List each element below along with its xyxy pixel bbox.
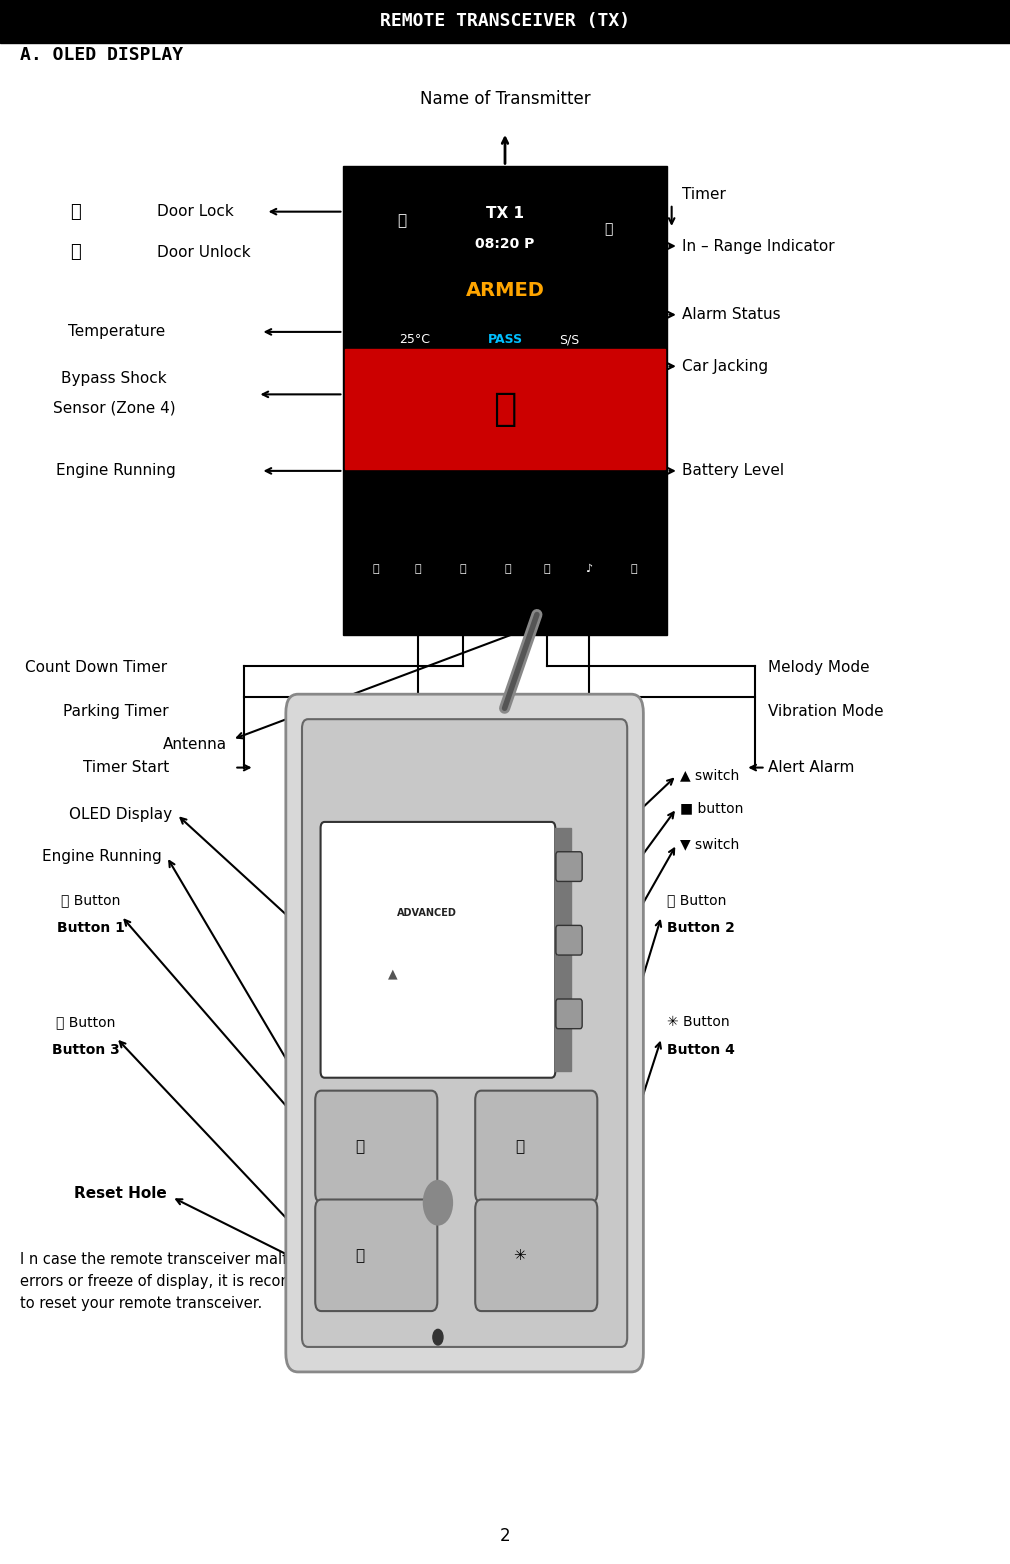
Bar <box>556 829 572 1071</box>
Text: 〰: 〰 <box>543 565 550 574</box>
FancyBboxPatch shape <box>556 926 582 956</box>
Text: 📡: 📡 <box>604 222 613 236</box>
FancyBboxPatch shape <box>286 694 643 1372</box>
Text: ARMED: ARMED <box>466 282 544 300</box>
FancyBboxPatch shape <box>315 1200 437 1311</box>
Text: Temperature: Temperature <box>68 324 165 339</box>
Text: 🔋: 🔋 <box>631 565 637 574</box>
Text: 08:20 P: 08:20 P <box>476 236 534 250</box>
Text: 🚗: 🚗 <box>493 389 517 429</box>
Circle shape <box>424 1181 452 1225</box>
Bar <box>343 166 667 635</box>
Text: ✳ Button: ✳ Button <box>667 1015 729 1029</box>
Text: Alarm Status: Alarm Status <box>682 307 781 322</box>
Text: 🔑 Button: 🔑 Button <box>57 1015 115 1029</box>
Text: Door Lock: Door Lock <box>157 205 233 219</box>
FancyBboxPatch shape <box>302 719 627 1347</box>
Text: ⏰: ⏰ <box>460 565 467 574</box>
Text: 🔑: 🔑 <box>356 1248 365 1262</box>
Text: 🚶: 🚶 <box>373 565 379 574</box>
FancyBboxPatch shape <box>320 823 556 1078</box>
Text: ▲ switch: ▲ switch <box>680 768 739 782</box>
Text: ⏱: ⏱ <box>414 565 421 574</box>
Text: OLED Display: OLED Display <box>69 807 172 823</box>
Text: Button 2: Button 2 <box>667 921 734 935</box>
Text: ▲: ▲ <box>388 968 397 981</box>
Text: 🔫: 🔫 <box>624 343 631 355</box>
Text: 🔒: 🔒 <box>515 1139 524 1154</box>
Text: 🔒 Button: 🔒 Button <box>667 893 726 907</box>
Text: REMOTE TRANSCEIVER (TX): REMOTE TRANSCEIVER (TX) <box>380 13 630 30</box>
Text: ADVANCED: ADVANCED <box>397 909 457 918</box>
Text: Vibration Mode: Vibration Mode <box>768 704 883 719</box>
FancyBboxPatch shape <box>315 1090 437 1203</box>
Text: Door Unlock: Door Unlock <box>157 244 250 260</box>
Text: Car Jacking: Car Jacking <box>682 358 768 374</box>
Text: Engine Running: Engine Running <box>57 463 176 479</box>
Text: Button 4: Button 4 <box>667 1043 734 1057</box>
Text: 🔓: 🔓 <box>71 244 81 261</box>
Text: 2: 2 <box>500 1526 510 1545</box>
Text: TX 1
T: TX 1 T <box>558 943 569 956</box>
Text: Engine Running: Engine Running <box>41 849 162 863</box>
Text: PASS: PASS <box>488 333 522 346</box>
Text: Melody Mode: Melody Mode <box>768 660 870 676</box>
Text: 🔔: 🔔 <box>505 565 511 574</box>
Text: Reset Hole: Reset Hole <box>74 1187 167 1201</box>
Text: ✳: ✳ <box>513 1248 526 1262</box>
Text: ▼ switch: ▼ switch <box>680 837 739 851</box>
Text: Sensor (Zone 4): Sensor (Zone 4) <box>53 400 176 416</box>
Text: ■ button: ■ button <box>680 801 743 815</box>
Text: 25°C: 25°C <box>399 333 430 346</box>
Text: 🔒: 🔒 <box>71 203 81 221</box>
Text: Bypass Shock: Bypass Shock <box>62 371 167 386</box>
FancyBboxPatch shape <box>556 999 582 1029</box>
Text: Button 1: Button 1 <box>57 921 125 935</box>
Bar <box>345 349 665 469</box>
Text: ♪: ♪ <box>586 565 593 574</box>
Text: I n case the remote transceiver malfunction,
errors or freeze of display, it is : I n case the remote transceiver malfunct… <box>20 1251 355 1311</box>
Text: Button 3: Button 3 <box>52 1043 120 1057</box>
Circle shape <box>433 1329 443 1345</box>
FancyBboxPatch shape <box>556 852 582 882</box>
Text: 🔒: 🔒 <box>356 1139 365 1154</box>
Text: Timer: Timer <box>682 188 725 202</box>
Text: Alert Alarm: Alert Alarm <box>768 760 854 776</box>
Text: Name of Transmitter: Name of Transmitter <box>420 89 590 108</box>
FancyBboxPatch shape <box>476 1090 597 1203</box>
Text: Timer Start: Timer Start <box>83 760 170 776</box>
Text: Antenna: Antenna <box>164 737 227 752</box>
Text: Battery Level: Battery Level <box>682 463 784 479</box>
Text: Parking Timer: Parking Timer <box>64 704 169 719</box>
Text: 🔒: 🔒 <box>397 213 406 228</box>
Text: A. OLED DISPLAY: A. OLED DISPLAY <box>20 45 184 64</box>
Bar <box>0 0 1010 42</box>
FancyBboxPatch shape <box>476 1200 597 1311</box>
Text: TX 1: TX 1 <box>486 206 524 221</box>
Text: 🔒 Button: 🔒 Button <box>62 893 120 907</box>
Text: S/S: S/S <box>560 333 580 346</box>
Text: Count Down Timer: Count Down Timer <box>25 660 167 676</box>
Text: In – Range Indicator: In – Range Indicator <box>682 239 834 253</box>
